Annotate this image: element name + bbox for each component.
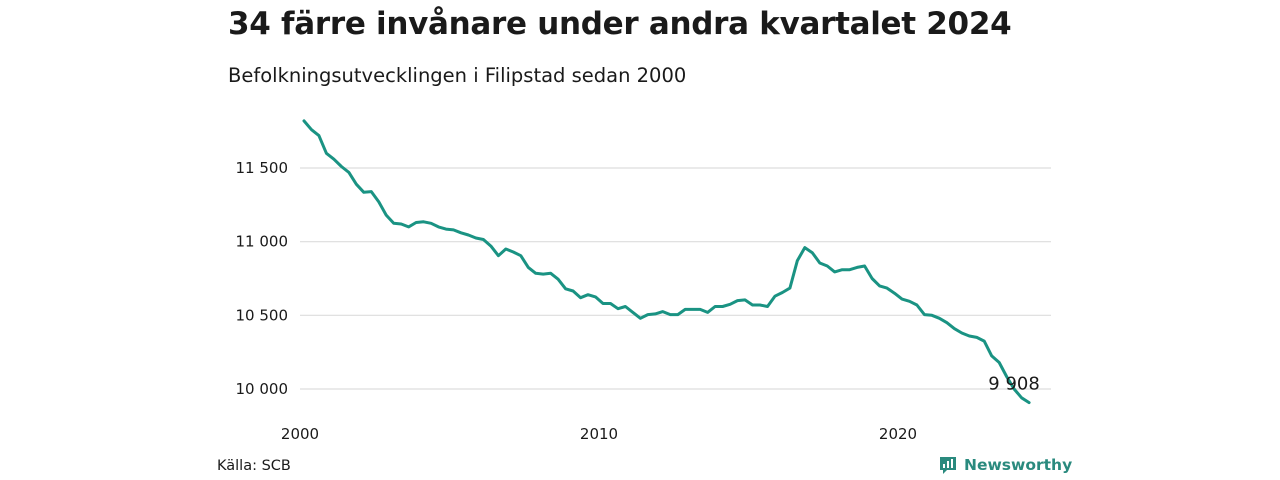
series-layer bbox=[302, 119, 1031, 405]
brand-logo: Newsworthy bbox=[938, 455, 1072, 475]
x-axis-ticks: 2000 2010 2020 bbox=[281, 425, 917, 443]
series-line bbox=[302, 119, 1031, 405]
y-tick-label: 10 500 bbox=[236, 306, 289, 324]
brand-name: Newsworthy bbox=[964, 456, 1073, 474]
newsworthy-logo-icon bbox=[940, 457, 956, 474]
x-tick-label: 2010 bbox=[580, 425, 618, 443]
gridlines bbox=[300, 167, 1051, 390]
chart-title: 34 färre invånare under andra kvartalet … bbox=[228, 6, 1012, 42]
y-tick-label: 11 500 bbox=[236, 159, 289, 177]
y-tick-label: 11 000 bbox=[236, 233, 289, 251]
end-value-label: 9 908 bbox=[988, 374, 1040, 395]
x-tick-label: 2020 bbox=[879, 425, 917, 443]
chart-subtitle: Befolkningsutvecklingen i Filipstad seda… bbox=[228, 64, 687, 87]
y-axis-ticks: 10 000 10 500 11 000 11 500 bbox=[236, 159, 289, 398]
source-note: Källa: SCB bbox=[217, 458, 291, 474]
y-tick-label: 10 000 bbox=[236, 380, 289, 398]
x-tick-label: 2000 bbox=[281, 425, 319, 443]
